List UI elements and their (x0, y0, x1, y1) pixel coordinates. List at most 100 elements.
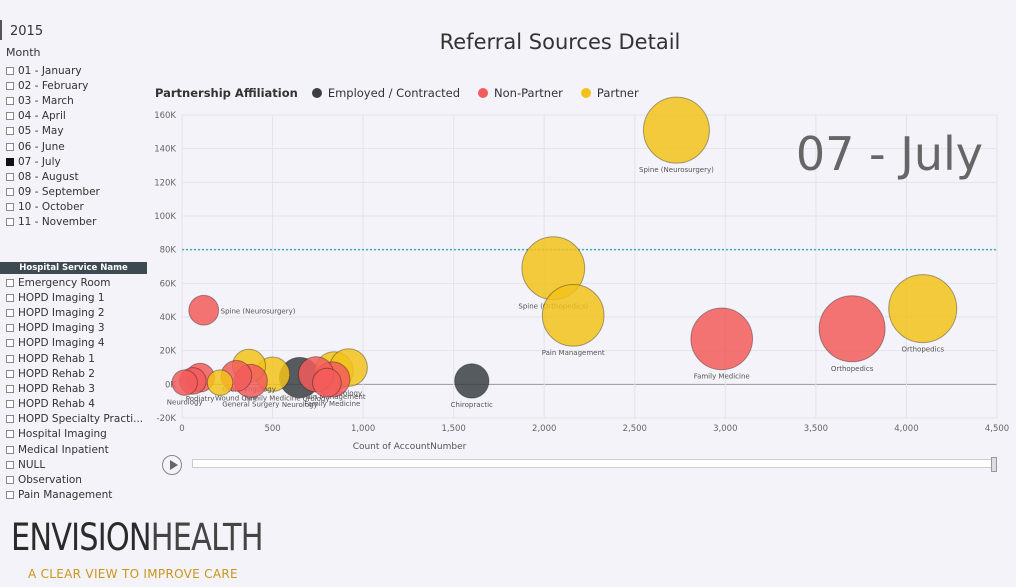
checkbox[interactable] (6, 369, 14, 378)
play-axis-slider[interactable] (192, 457, 997, 472)
service-item[interactable]: Observation (6, 472, 143, 487)
checkbox[interactable] (6, 430, 14, 439)
y-tick-label: 120K (154, 178, 176, 188)
service-item-label: Observation (18, 474, 82, 487)
checkbox[interactable] (6, 308, 14, 317)
y-tick-label: 20K (160, 347, 177, 357)
bubble-point (311, 367, 342, 398)
month-item-label: 05 - May (18, 125, 64, 138)
month-slicer: 01 - January 02 - February 03 - March 04 - … (6, 63, 100, 230)
service-item[interactable]: Pain Management (6, 488, 143, 503)
x-tick-label: 1,000 (351, 424, 375, 434)
logo-light-text: HEALTH (150, 516, 264, 559)
month-item[interactable]: 09 - September (6, 185, 100, 200)
checkbox[interactable] (6, 66, 14, 75)
service-item[interactable]: HOPD Imaging 2 (6, 305, 143, 320)
service-item-label: Medical Inpatient (18, 443, 109, 456)
x-tick-label: 3,500 (804, 424, 828, 434)
service-item-label: HOPD Rehab 3 (18, 382, 95, 395)
legend-label-employed: Employed / Contracted (327, 86, 461, 100)
checkbox[interactable] (6, 491, 14, 500)
y-tick-label: 80K (160, 246, 177, 256)
month-slicer-title: Month (6, 46, 41, 59)
tagline: A CLEAR VIEW TO IMPROVE CARE (28, 567, 238, 581)
checkbox[interactable] (6, 142, 14, 151)
service-item[interactable]: HOPD Imaging 1 (6, 290, 143, 305)
month-item[interactable]: 03 - March (6, 93, 100, 108)
checkbox[interactable] (6, 384, 14, 393)
checkbox[interactable] (6, 112, 14, 121)
service-item[interactable]: Hospital Imaging (6, 427, 143, 442)
service-item-label: HOPD Rehab 4 (18, 398, 95, 411)
play-axis-handle[interactable] (991, 457, 997, 472)
service-item[interactable]: Medical Inpatient (6, 442, 143, 457)
bubble-point (188, 294, 220, 326)
checkbox[interactable] (6, 476, 14, 485)
x-tick-label: 2,500 (623, 424, 647, 434)
month-item[interactable]: 02 - February (6, 78, 100, 93)
month-item[interactable]: 10 - October (6, 200, 100, 215)
bubble-point (690, 307, 754, 371)
data-label: Orthopedics (901, 346, 944, 354)
data-label: Chiropractic (451, 401, 493, 409)
checkbox[interactable] (6, 354, 14, 363)
bubble-point (171, 369, 198, 396)
month-item[interactable]: 11 - November (6, 215, 100, 230)
service-item[interactable]: HOPD Rehab 3 (6, 381, 143, 396)
checkbox[interactable] (6, 188, 14, 197)
legend-label-partner: Partner (596, 86, 639, 100)
service-item-label: HOPD Imaging 2 (18, 306, 105, 319)
month-item[interactable]: 01 - January (6, 63, 100, 78)
checkbox[interactable] (6, 415, 14, 424)
x-tick-label: 2,000 (532, 424, 556, 434)
checkbox[interactable] (6, 445, 14, 454)
checkbox[interactable] (6, 324, 14, 333)
x-tick-label: 4,000 (894, 424, 918, 434)
checkbox[interactable] (6, 400, 14, 409)
checkbox[interactable] (6, 218, 14, 227)
checkbox[interactable] (6, 81, 14, 90)
month-item[interactable]: 08 - August (6, 169, 100, 184)
month-item[interactable]: 06 - June (6, 139, 100, 154)
service-item-label: HOPD Rehab 1 (18, 352, 95, 365)
play-button[interactable] (162, 455, 182, 475)
checkbox[interactable] (6, 460, 14, 469)
year-label: 2015 (10, 24, 44, 39)
service-item[interactable]: HOPD Rehab 4 (6, 397, 143, 412)
checkbox[interactable] (6, 96, 14, 105)
month-item-label: 10 - October (18, 201, 84, 214)
x-tick-label: 0 (179, 424, 184, 434)
legend-item-non-partner[interactable]: Non-Partner (478, 86, 563, 100)
month-item-label: 03 - March (18, 94, 74, 107)
service-item[interactable]: HOPD Specialty Practi... (6, 412, 143, 427)
service-item[interactable]: HOPD Rehab 1 (6, 351, 143, 366)
x-tick-label: 500 (264, 424, 280, 434)
month-item[interactable]: 07 - July (6, 154, 100, 169)
legend: Partnership Affiliation Employed / Contr… (155, 86, 657, 100)
checkbox[interactable] (6, 293, 14, 302)
data-label: Wound Care (215, 394, 258, 402)
data-label: Spine (Neurosurgery) (639, 166, 714, 174)
legend-item-partner[interactable]: Partner (580, 86, 639, 100)
checkbox[interactable] (6, 127, 14, 136)
month-item[interactable]: 04 - April (6, 109, 100, 124)
service-item[interactable]: HOPD Rehab 2 (6, 366, 143, 381)
legend-item-employed[interactable]: Employed / Contracted (311, 86, 461, 100)
y-tick-label: 40K (160, 313, 177, 323)
service-item[interactable]: HOPD Imaging 4 (6, 336, 143, 351)
legend-dot-employed (311, 88, 322, 98)
data-label: Neurology (167, 398, 203, 406)
y-tick-label: 60K (160, 279, 177, 289)
service-item[interactable]: Emergency Room (6, 275, 143, 290)
checkbox[interactable] (6, 339, 14, 348)
year-slicer[interactable]: 2015 (0, 20, 43, 40)
service-item[interactable]: HOPD Imaging 3 (6, 321, 143, 336)
checkbox[interactable] (6, 172, 14, 181)
bubble-point (541, 283, 605, 347)
service-item-label: NULL (18, 458, 46, 471)
checkbox[interactable] (6, 157, 14, 166)
checkbox[interactable] (6, 278, 14, 287)
checkbox[interactable] (6, 203, 14, 212)
service-item[interactable]: NULL (6, 457, 143, 472)
month-item[interactable]: 05 - May (6, 124, 100, 139)
